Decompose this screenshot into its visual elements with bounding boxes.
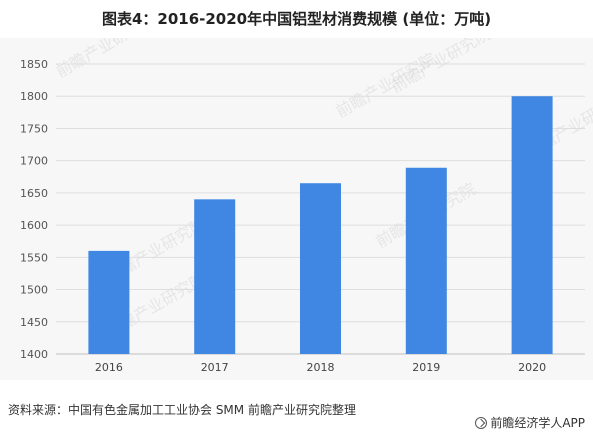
x-tick-label: 2017: [201, 361, 229, 374]
y-tick-label: 1450: [20, 316, 48, 329]
x-axis-ticks: 2016 2017 2018 2019 2020: [95, 361, 546, 374]
y-tick-label: 1650: [20, 187, 48, 200]
y-tick-label: 1700: [20, 155, 48, 168]
y-tick-label: 1850: [20, 58, 48, 71]
y-tick-label: 1750: [20, 122, 48, 135]
x-tick-label: 2019: [412, 361, 440, 374]
chart-title: 图表4：2016-2020年中国铝型材消费规模 (单位：万吨): [101, 10, 492, 28]
bar-2018: [300, 183, 341, 354]
bar-2020: [511, 96, 553, 354]
x-tick-label: 2020: [518, 361, 546, 374]
x-tick-label: 2018: [307, 361, 335, 374]
watermark-text: 前瞻产业研究院: [333, 49, 440, 121]
credit-text: 前瞻经济学人APP: [490, 416, 585, 430]
y-tick-label: 1600: [20, 219, 48, 232]
y-tick-label: 1400: [20, 348, 48, 361]
bars: [88, 96, 553, 354]
source-note: 资料来源：中国有色金属加工工业协会 SMM 前瞻产业研究院整理: [8, 403, 356, 417]
bar-2017: [194, 199, 236, 354]
y-tick-label: 1500: [20, 284, 48, 297]
chart-area: 前瞻产业研究院 前瞻产业研究院 前瞻产业研究院 前瞻产业研究院 前瞻产业研究院 前瞻产业研…: [0, 38, 593, 380]
bar-2016: [88, 250, 130, 354]
y-axis-ticks: 1400 1450 1500 1550 1600 1650 1700 1750 1800 1850: [20, 58, 48, 361]
y-tick-label: 1800: [20, 90, 48, 103]
y-tick-label: 1550: [20, 251, 48, 264]
x-tick-label: 2016: [95, 361, 123, 374]
watermark-text: 前瞻产业研究院: [53, 38, 160, 81]
bar-chart: 前瞻产业研究院 前瞻产业研究院前瞻产业研究院前瞻产业研究院前瞻产业研究院前瞻产业研…: [20, 38, 593, 374]
bar-2019: [405, 167, 447, 354]
credit-line: 前瞻经济学人APP: [475, 414, 585, 431]
brand-logo-icon: [475, 416, 488, 429]
